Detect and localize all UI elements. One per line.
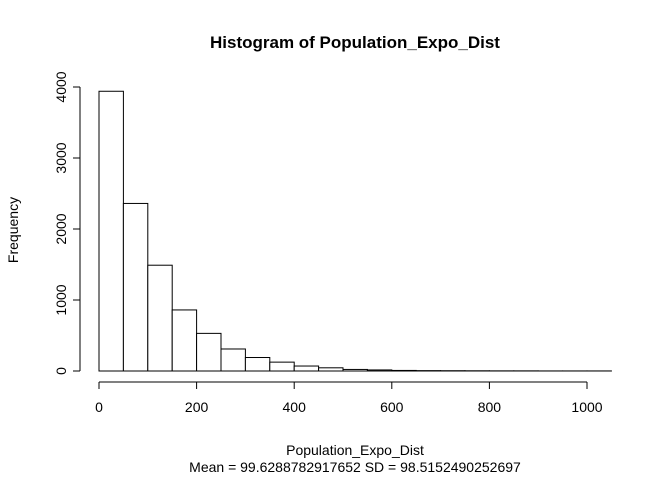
x-tick-label: 800: [478, 399, 502, 415]
x-tick-label: 400: [283, 399, 307, 415]
y-axis-label: Frequency: [5, 197, 21, 263]
y-tick-label: 0: [53, 367, 69, 375]
histogram-bar: [342, 368, 368, 372]
histogram-bar: [147, 264, 173, 372]
x-tick-label: 1000: [571, 399, 602, 415]
y-tick-label: 1000: [53, 284, 69, 315]
histogram-bar: [366, 369, 393, 372]
x-axis-label: Population_Expo_Dist: [286, 442, 424, 458]
histogram-bar: [244, 357, 271, 372]
y-tick-label: 2000: [53, 213, 69, 244]
x-tick-label: 0: [95, 399, 103, 415]
bars-group: [98, 90, 612, 372]
y-axis: 0 1000 2000 3000 4000: [53, 71, 81, 375]
histogram-bar: [391, 369, 417, 372]
histogram-bar: [196, 332, 222, 372]
histogram-bar: [220, 348, 246, 372]
x-tick-label: 600: [380, 399, 404, 415]
histogram-bar: [293, 365, 320, 372]
x-axis: 0 200 400 600 800 1000: [95, 381, 603, 415]
y-tick-label: 4000: [53, 71, 69, 102]
chart-title: Histogram of Population_Expo_Dist: [210, 33, 500, 52]
histogram-bar: [122, 202, 149, 372]
histogram-bar: [269, 361, 295, 372]
histogram-bar: [318, 367, 344, 372]
histogram-bar: [171, 309, 198, 372]
histogram-bar: [98, 90, 124, 372]
chart-subtitle: Mean = 99.6288782917652 SD = 98.51524902…: [189, 459, 521, 475]
x-tick-label: 200: [185, 399, 209, 415]
y-tick-label: 3000: [53, 142, 69, 173]
